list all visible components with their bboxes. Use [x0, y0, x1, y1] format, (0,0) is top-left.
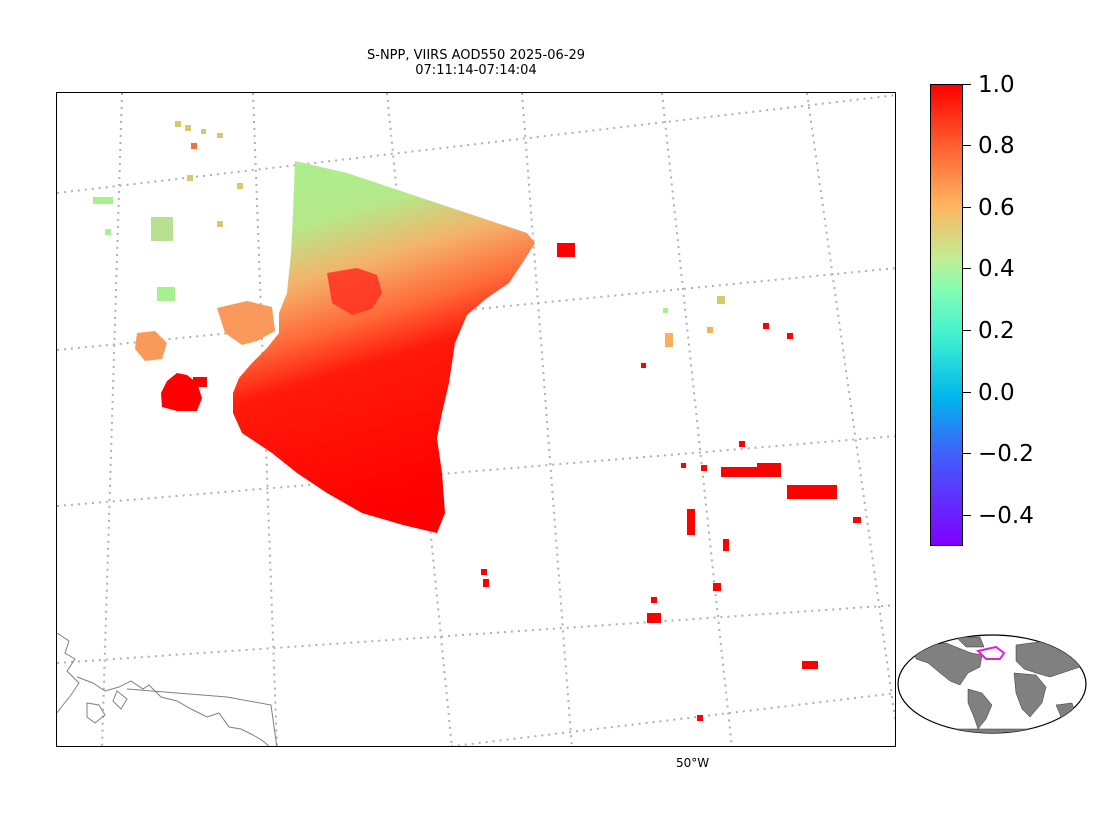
colorbar-label: −0.2: [978, 441, 1034, 467]
longitude-label: 50°W: [676, 756, 710, 770]
plot-title: S-NPP, VIIRS AOD550 2025-06-29 07:11:14-…: [56, 48, 896, 78]
title-line-1: S-NPP, VIIRS AOD550 2025-06-29: [367, 48, 585, 63]
globe-inset: [896, 633, 1088, 735]
colorbar-tick: [963, 207, 971, 208]
coastline: [57, 632, 278, 746]
map-panel[interactable]: [56, 92, 896, 747]
colorbar-label: 0.6: [978, 195, 1015, 221]
colorbar-tick: [963, 84, 971, 85]
colorbar-tick: [963, 268, 971, 269]
colorbar-label: 0.2: [978, 318, 1015, 344]
aod-swath: [135, 161, 535, 533]
colorbar-tick: [963, 330, 971, 331]
aod-map: [57, 93, 895, 746]
colorbar-label: 1.0: [978, 72, 1015, 98]
inset-world-map: [897, 634, 1087, 734]
colorbar-tick: [963, 392, 971, 393]
graticule-lines: [57, 93, 895, 746]
title-line-2: 07:11:14-07:14:04: [415, 63, 537, 78]
scattered-aod-pixels: [93, 121, 861, 721]
colorbar-label: 0.0: [978, 380, 1015, 406]
colorbar-label: −0.4: [978, 503, 1034, 529]
colorbar-tick: [963, 453, 971, 454]
colorbar: [930, 84, 963, 546]
colorbar-tick: [963, 145, 971, 146]
colorbar-label: 0.8: [978, 133, 1015, 159]
colorbar-tick: [963, 515, 971, 516]
colorbar-label: 0.4: [978, 256, 1015, 282]
